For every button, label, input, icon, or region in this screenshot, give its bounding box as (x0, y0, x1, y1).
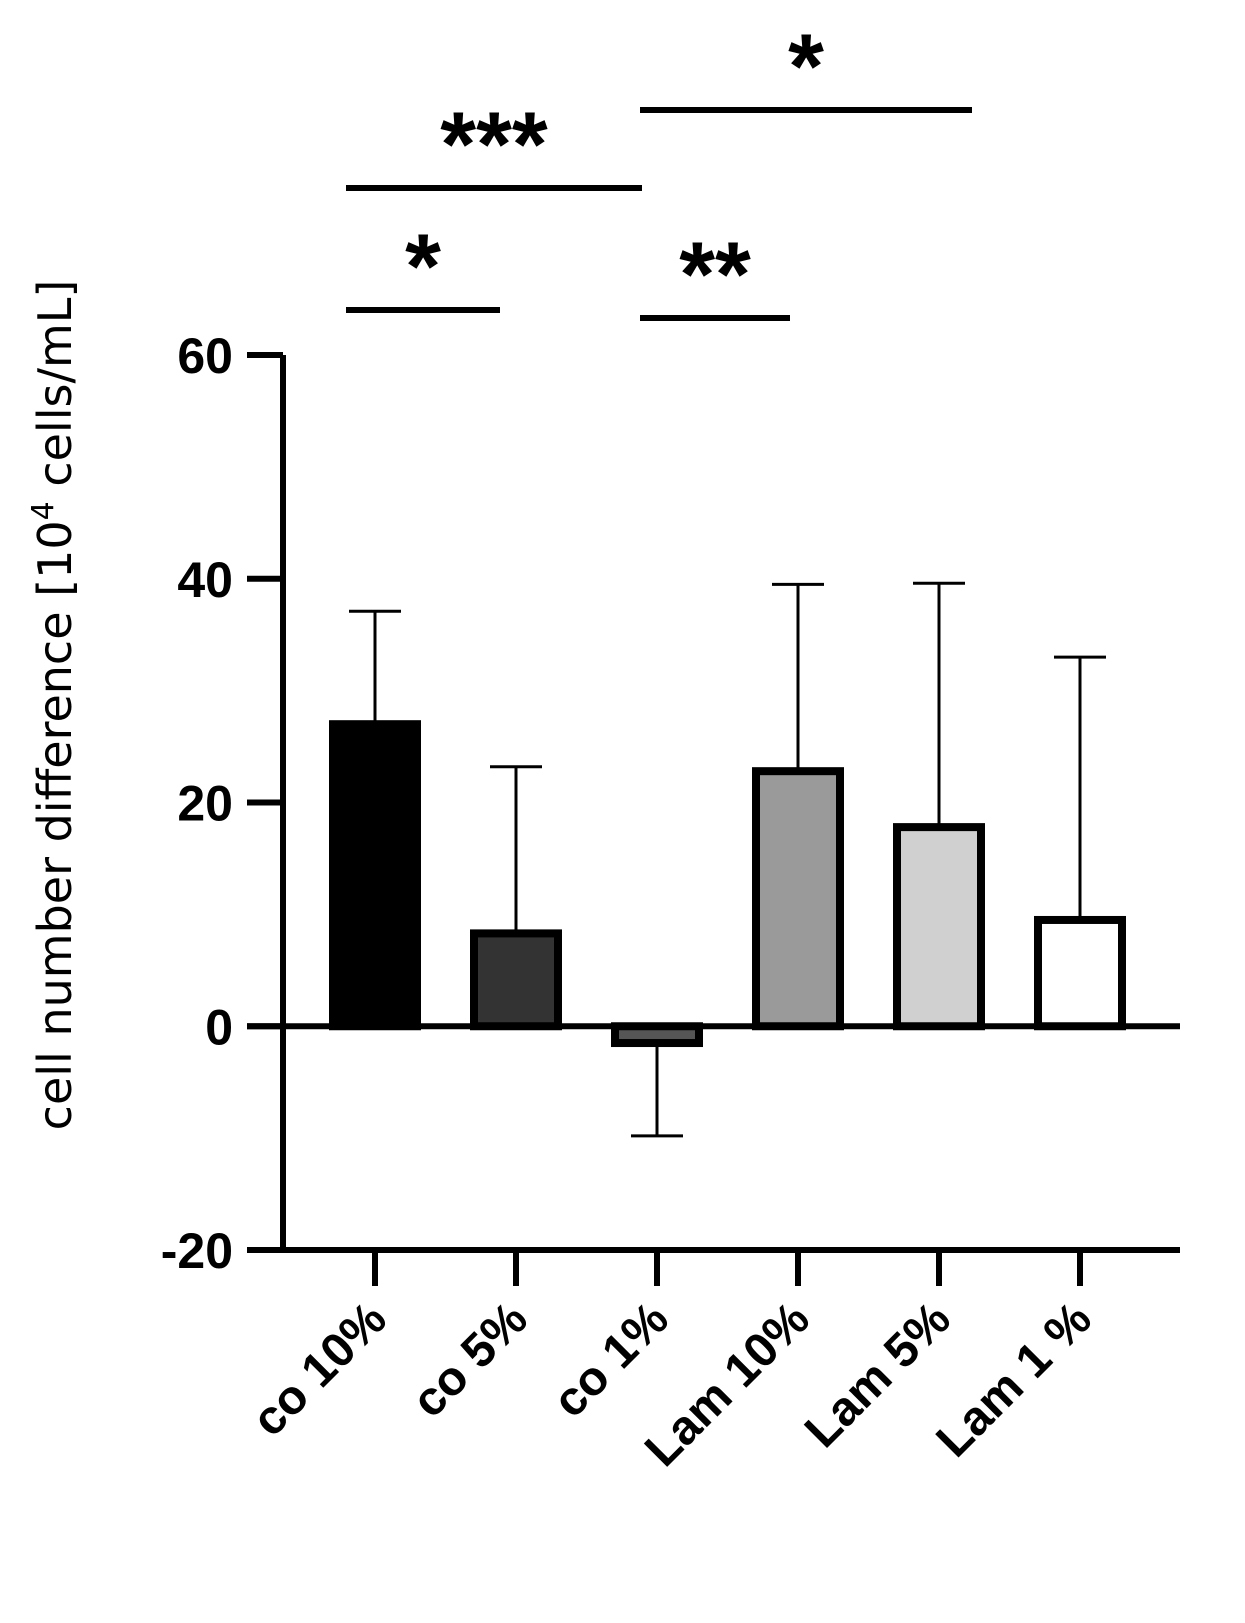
x-tick-label: co 10% (242, 1292, 396, 1446)
bar (470, 929, 562, 1031)
bar (1034, 915, 1126, 1031)
y-axis-label-suffix: cells/mL] (28, 280, 82, 502)
y-tick-label: 20 (177, 776, 233, 832)
y-tick-label: -20 (161, 1223, 233, 1279)
x-tick-label: co 5% (402, 1292, 538, 1428)
x-tick-label: Lam 1 % (927, 1292, 1102, 1467)
bar (329, 720, 421, 1031)
significance-label: *** (440, 94, 548, 196)
significance-label: ** (679, 224, 751, 326)
bars (329, 581, 1126, 1138)
significance-label: * (788, 16, 824, 118)
y-axis-label-main: cell number difference [10 (28, 520, 82, 1130)
bar (893, 823, 985, 1031)
bar (752, 767, 844, 1031)
y-axis-label-superscript: 4 (26, 501, 61, 520)
significance-annotations: ******* (346, 16, 972, 326)
y-axis-label: cell number difference [104 cells/mL] (26, 280, 82, 1131)
y-tick-label: 60 (177, 328, 233, 384)
y-tick-label: 40 (177, 552, 233, 608)
bar (611, 1022, 703, 1048)
x-tick-label: co 1% (543, 1292, 679, 1428)
significance-label: * (405, 216, 441, 318)
y-tick-label: 0 (205, 999, 233, 1055)
